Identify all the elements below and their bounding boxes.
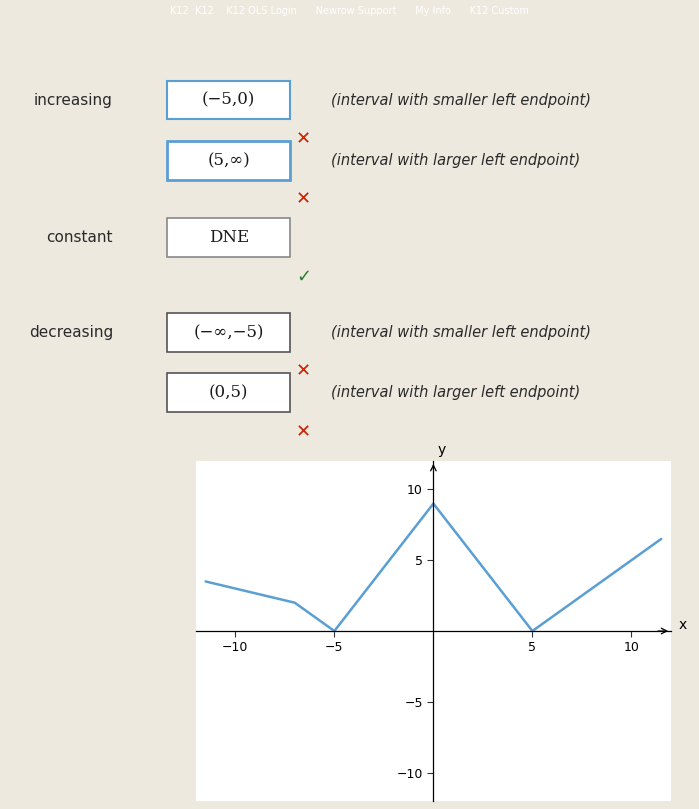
Text: ✕: ✕	[296, 130, 311, 148]
Text: (5,∞): (5,∞)	[208, 152, 250, 169]
Text: increasing: increasing	[34, 92, 113, 108]
Text: (interval with smaller left endpoint): (interval with smaller left endpoint)	[331, 325, 591, 340]
Text: constant: constant	[46, 231, 113, 245]
Text: x: x	[679, 618, 687, 633]
Text: (interval with larger left endpoint): (interval with larger left endpoint)	[331, 385, 580, 400]
Text: (0,5): (0,5)	[209, 384, 249, 401]
Text: ✕: ✕	[296, 423, 311, 441]
Text: (interval with smaller left endpoint): (interval with smaller left endpoint)	[331, 92, 591, 108]
FancyBboxPatch shape	[168, 81, 290, 120]
Text: (interval with larger left endpoint): (interval with larger left endpoint)	[331, 153, 580, 168]
FancyBboxPatch shape	[168, 218, 290, 257]
Text: ✓: ✓	[296, 268, 311, 286]
Text: DNE: DNE	[208, 229, 249, 247]
FancyBboxPatch shape	[168, 374, 290, 412]
FancyBboxPatch shape	[168, 313, 290, 352]
Text: K12  K12    K12 OLS Login      Newrow Support      My Info      K12 Custom: K12 K12 K12 OLS Login Newrow Support My …	[170, 6, 529, 16]
Text: ✕: ✕	[296, 190, 311, 209]
Text: (−5,0): (−5,0)	[202, 91, 255, 108]
Text: decreasing: decreasing	[29, 325, 113, 340]
Text: (−∞,−5): (−∞,−5)	[194, 324, 264, 341]
Text: ✕: ✕	[296, 362, 311, 381]
FancyBboxPatch shape	[168, 141, 290, 180]
Text: y: y	[437, 443, 445, 457]
